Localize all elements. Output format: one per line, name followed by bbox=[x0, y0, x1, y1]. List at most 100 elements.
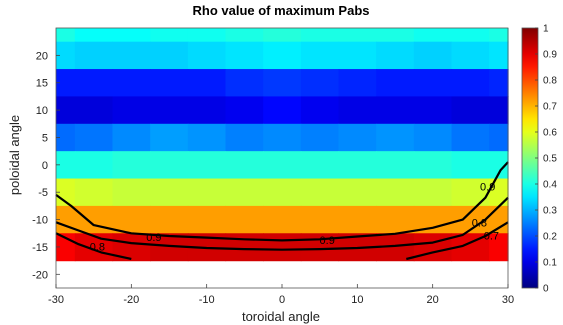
contour-label: 0.9 bbox=[146, 232, 161, 244]
heatmap-cell bbox=[489, 178, 509, 207]
heatmap-cell bbox=[413, 96, 453, 125]
heatmap-cell bbox=[225, 205, 264, 234]
heatmap-cell bbox=[300, 69, 340, 98]
heatmap-cell bbox=[413, 28, 453, 43]
heatmap-cell bbox=[74, 28, 114, 43]
colorbar-tick-label: 0.2 bbox=[543, 232, 557, 243]
heatmap-cell bbox=[150, 123, 189, 152]
heatmap-cell bbox=[56, 41, 76, 70]
heatmap-cell bbox=[376, 69, 415, 98]
heatmap-cell bbox=[489, 205, 509, 234]
y-tick-label: 0 bbox=[42, 160, 48, 172]
colorbar-tick-label: 0.3 bbox=[543, 206, 557, 217]
heatmap-cell bbox=[112, 69, 151, 98]
heatmap-cell bbox=[150, 178, 189, 207]
heatmap-cell bbox=[300, 96, 340, 125]
y-tick-label: -5 bbox=[38, 187, 48, 199]
heatmap-cell bbox=[338, 123, 377, 152]
heatmap-cell bbox=[150, 151, 189, 180]
heatmap-cell bbox=[263, 178, 302, 207]
colorbar-tick-label: 0.1 bbox=[543, 258, 557, 269]
x-tick-label: -20 bbox=[123, 294, 139, 306]
heatmap-cell bbox=[112, 205, 151, 234]
heatmap-cell bbox=[451, 151, 490, 180]
heatmap-cell bbox=[451, 28, 490, 43]
heatmap-cell bbox=[338, 178, 377, 207]
heatmap-cell bbox=[338, 41, 377, 70]
heatmap-cell bbox=[413, 69, 453, 98]
heatmap-cell bbox=[74, 151, 114, 180]
heatmap-cell bbox=[112, 28, 151, 43]
x-tick-label: -30 bbox=[48, 294, 64, 306]
heatmap-cell bbox=[451, 178, 490, 207]
y-axis-label: poloidal angle bbox=[7, 115, 22, 195]
heatmap-cell bbox=[300, 151, 340, 180]
heatmap-cell bbox=[338, 96, 377, 125]
heatmap-cell bbox=[56, 28, 76, 43]
x-axis-label: toroidal angle bbox=[242, 309, 320, 324]
heatmap-cell bbox=[376, 178, 415, 207]
heatmap-cell bbox=[150, 96, 189, 125]
heatmap-cell bbox=[489, 28, 509, 43]
heatmap-cell bbox=[187, 178, 227, 207]
contour-label: 0.9 bbox=[480, 182, 495, 194]
x-tick-label: 30 bbox=[502, 294, 514, 306]
heatmap-cell bbox=[489, 233, 509, 262]
heatmap-cell bbox=[150, 28, 189, 43]
heatmap-cell bbox=[112, 41, 151, 70]
heatmap-cell bbox=[225, 96, 264, 125]
contour-label: 0.7 bbox=[484, 230, 499, 242]
heatmap-cell bbox=[451, 69, 490, 98]
contour-label: 0.9 bbox=[320, 235, 335, 247]
y-tick-label: 5 bbox=[42, 132, 48, 144]
x-tick-label: 0 bbox=[279, 294, 285, 306]
x-tick-label: 10 bbox=[351, 294, 363, 306]
heatmap-cell bbox=[451, 96, 490, 125]
colorbar-tick-label: 0.8 bbox=[543, 76, 557, 87]
y-tick-label: -20 bbox=[32, 269, 48, 281]
y-tick-label: 20 bbox=[36, 50, 48, 62]
heatmap-cell bbox=[376, 96, 415, 125]
heatmap-cell bbox=[225, 28, 264, 43]
x-tick-label: -10 bbox=[199, 294, 215, 306]
colorbar-tick-label: 0.4 bbox=[543, 180, 557, 191]
contour-line-0-7 bbox=[406, 221, 509, 261]
heatmap-cell bbox=[376, 151, 415, 180]
heatmap-cell bbox=[263, 41, 302, 70]
heatmap-cell bbox=[187, 28, 227, 43]
heatmap-cell bbox=[338, 69, 377, 98]
heatmap-cell bbox=[150, 41, 189, 70]
heatmap-cell bbox=[263, 123, 302, 152]
heatmap-cell bbox=[263, 205, 302, 234]
x-tick-label: 20 bbox=[427, 294, 439, 306]
colorbar-tick-label: 0.7 bbox=[543, 102, 557, 113]
heatmap-cell bbox=[150, 69, 189, 98]
colorbar-tick-label: 0.6 bbox=[543, 128, 557, 139]
heatmap-cell bbox=[489, 41, 509, 70]
heatmap-cell bbox=[74, 41, 114, 70]
heatmap-cell bbox=[225, 178, 264, 207]
heatmap-cell bbox=[74, 96, 114, 125]
x-axis-ticks: -30 -20 -10 0 10 20 30 bbox=[48, 284, 514, 306]
heatmap-cell bbox=[413, 178, 453, 207]
contour-line-0-9 bbox=[55, 161, 509, 242]
heatmap-cell bbox=[225, 69, 264, 98]
y-axis-ticks: -20 -15 -10 -5 0 5 10 15 20 bbox=[32, 50, 60, 281]
heatmap-cell bbox=[187, 151, 227, 180]
chart-title: Rho value of maximum Pabs bbox=[193, 3, 370, 18]
heatmap-cell bbox=[489, 96, 509, 125]
heatmap-cell bbox=[263, 233, 302, 262]
heatmap-cell bbox=[187, 205, 227, 234]
heatmap-cell bbox=[376, 28, 415, 43]
y-tick-label: 15 bbox=[36, 78, 48, 90]
y-tick-label: 10 bbox=[36, 105, 48, 117]
heatmap-cell bbox=[56, 69, 76, 98]
heatmap-cell bbox=[263, 96, 302, 125]
heatmap-cell bbox=[413, 151, 453, 180]
heatmap-cell bbox=[451, 123, 490, 152]
contour-line-0-7 bbox=[55, 232, 132, 261]
heatmap-cell bbox=[338, 28, 377, 43]
contour-label: 0.8 bbox=[90, 241, 105, 253]
heatmap-cell bbox=[112, 178, 151, 207]
